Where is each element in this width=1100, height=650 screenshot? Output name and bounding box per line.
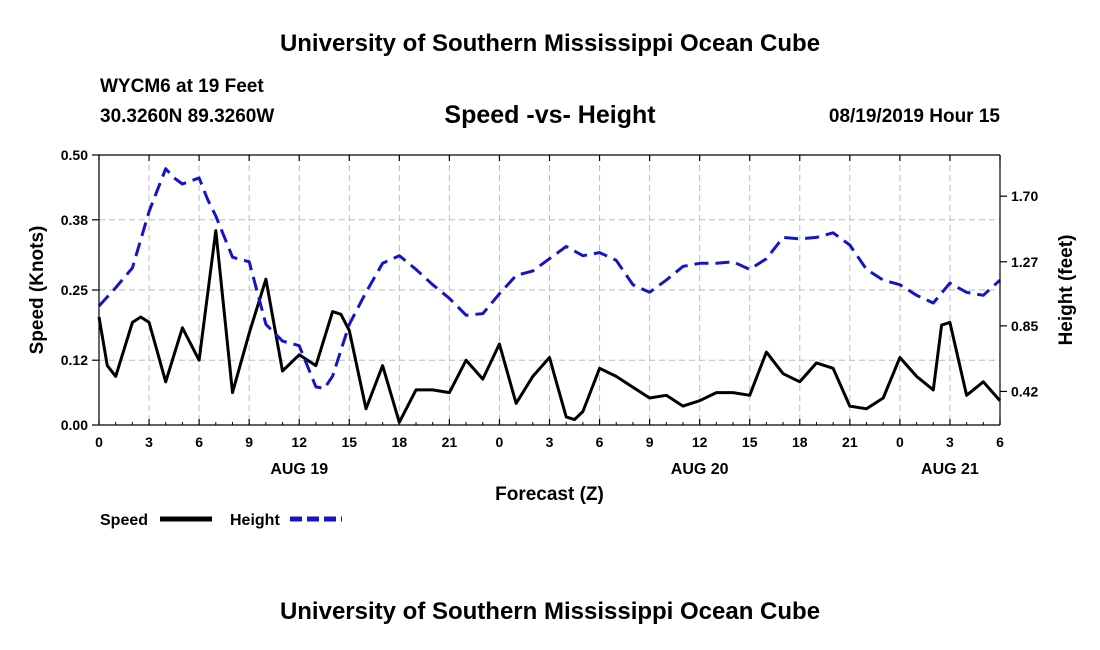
x-tick-label: 3	[145, 434, 153, 450]
right-tick-label: 0.85	[1011, 318, 1038, 334]
x-tick-label: 3	[546, 434, 554, 450]
x-tick-label: 12	[692, 434, 708, 450]
station-label: WYCM6 at 19 Feet	[100, 76, 264, 97]
left-tick-label: 0.12	[61, 352, 88, 368]
left-tick-label: 0.00	[61, 417, 88, 433]
left-axis-title: Speed (Knots)	[27, 226, 48, 355]
x-tick-label: 9	[646, 434, 654, 450]
date-label: AUG 19	[270, 461, 328, 478]
x-tick-label: 3	[946, 434, 954, 450]
x-tick-label: 18	[792, 434, 808, 450]
left-tick-label: 0.25	[61, 282, 88, 298]
x-tick-label: 21	[442, 434, 458, 450]
coordinates-label: 30.3260N 89.3260W	[100, 106, 275, 127]
series-layer	[97, 167, 1002, 424]
speed-series-line	[97, 229, 1002, 424]
x-tick-label: 0	[95, 434, 103, 450]
x-tick-label: 12	[291, 434, 307, 450]
left-tick-label: 0.38	[61, 212, 88, 228]
footer-title: University of Southern Mississippi Ocean…	[279, 598, 821, 625]
x-tick-label: 6	[996, 434, 1004, 450]
x-tick-label: 6	[596, 434, 604, 450]
x-tick-label: 6	[195, 434, 203, 450]
date-label: AUG 20	[671, 461, 729, 478]
x-tick-label: 15	[341, 434, 357, 450]
right-tick-label: 1.70	[1011, 188, 1038, 204]
left-tick-label: 0.50	[61, 147, 88, 163]
date-label: AUG 21	[921, 461, 979, 478]
height-series-line	[97, 167, 1002, 390]
legend-speed-label: Speed	[100, 512, 148, 529]
x-tick-label: 18	[392, 434, 408, 450]
label-layer: 0 3 6 9 12 15 18 21 0 3 6 9 12 15 18 21 0 3 6 AUG 19 AUG 20 A…	[27, 147, 1077, 529]
x-tick-label: 21	[842, 434, 858, 450]
forecast-timestamp: 08/19/2019 Hour 15	[828, 106, 1000, 127]
x-tick-label: 9	[245, 434, 253, 450]
right-tick-label: 1.27	[1011, 254, 1038, 270]
chart-subtitle: Speed -vs- Height	[444, 101, 656, 129]
x-axis-title: Forecast (Z)	[495, 484, 604, 505]
grid-layer	[99, 155, 1000, 425]
axis-layer	[92, 154, 1007, 426]
x-tick-label: 0	[496, 434, 504, 450]
x-tick-label: 0	[896, 434, 904, 450]
legend-height-label: Height	[230, 512, 280, 529]
chart-title: University of Southern Mississippi Ocean…	[279, 30, 821, 57]
x-tick-label: 15	[742, 434, 758, 450]
right-axis-title: Height (feet)	[1056, 235, 1077, 346]
right-tick-label: 0.42	[1011, 383, 1038, 399]
